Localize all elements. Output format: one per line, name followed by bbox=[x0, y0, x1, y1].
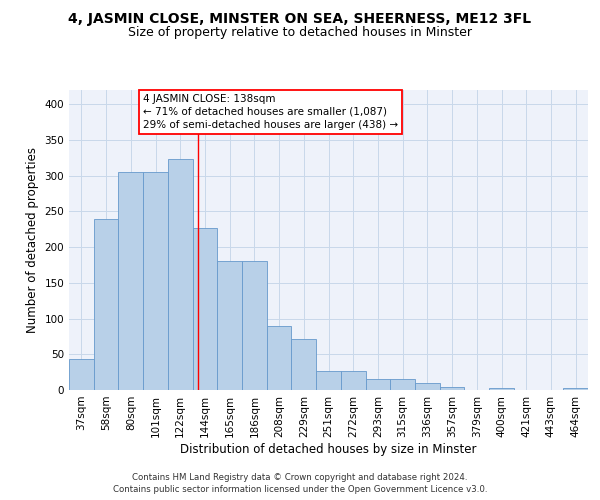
Bar bbox=[341, 372, 365, 390]
Bar bbox=[168, 160, 193, 390]
Text: 4 JASMIN CLOSE: 138sqm
← 71% of detached houses are smaller (1,087)
29% of semi-: 4 JASMIN CLOSE: 138sqm ← 71% of detached… bbox=[143, 94, 398, 130]
Bar bbox=[415, 383, 440, 390]
Bar bbox=[489, 388, 514, 390]
Bar bbox=[143, 172, 168, 390]
Bar bbox=[242, 260, 267, 390]
Bar bbox=[390, 378, 415, 390]
Bar bbox=[267, 326, 292, 390]
Bar bbox=[292, 338, 316, 390]
Y-axis label: Number of detached properties: Number of detached properties bbox=[26, 147, 39, 333]
Bar bbox=[118, 172, 143, 390]
Text: Contains HM Land Registry data © Crown copyright and database right 2024.
Contai: Contains HM Land Registry data © Crown c… bbox=[113, 472, 487, 494]
Bar bbox=[94, 218, 118, 390]
Text: Size of property relative to detached houses in Minster: Size of property relative to detached ho… bbox=[128, 26, 472, 39]
Bar bbox=[217, 260, 242, 390]
Bar bbox=[440, 387, 464, 390]
Bar bbox=[316, 372, 341, 390]
Bar bbox=[69, 360, 94, 390]
Text: 4, JASMIN CLOSE, MINSTER ON SEA, SHEERNESS, ME12 3FL: 4, JASMIN CLOSE, MINSTER ON SEA, SHEERNE… bbox=[68, 12, 532, 26]
Bar bbox=[365, 378, 390, 390]
Bar bbox=[563, 388, 588, 390]
Bar bbox=[193, 228, 217, 390]
X-axis label: Distribution of detached houses by size in Minster: Distribution of detached houses by size … bbox=[180, 442, 477, 456]
